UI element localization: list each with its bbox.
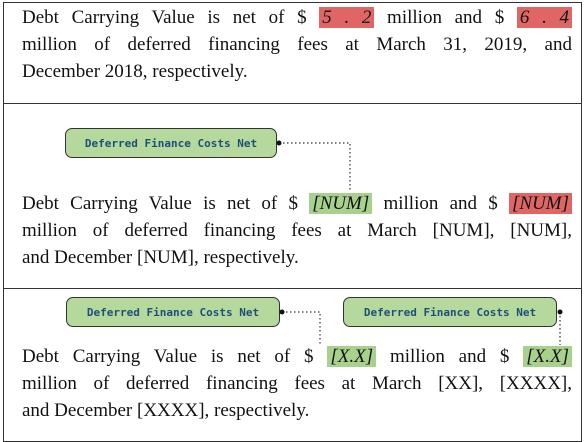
text: Debt Carrying Value is net of $: [22, 346, 328, 367]
label-box: Deferred Finance Costs Net: [343, 297, 557, 327]
text-line: December 2018, respectively.: [22, 61, 248, 82]
text-line: Debt Carrying Value is net of $ [X.X] mi…: [22, 343, 572, 370]
text: Debt Carrying Value is net of $: [22, 7, 320, 28]
connector-dot: [276, 140, 282, 146]
text: Debt Carrying Value is net of $: [22, 193, 310, 214]
highlight: 5 . 2: [319, 7, 375, 28]
highlight: [NUM]: [309, 193, 373, 214]
separator: [3, 103, 582, 104]
text: million and $: [376, 346, 524, 367]
connectors: [276, 140, 563, 345]
text-line: Debt Carrying Value is net of $ 5 . 2 mi…: [22, 4, 572, 31]
text-line: million of deferred financing fees at Ma…: [22, 220, 572, 241]
text: million and $: [374, 7, 517, 28]
connector-dot: [557, 309, 563, 315]
connector: [279, 142, 351, 192]
connector: [282, 311, 321, 345]
separator: [3, 288, 582, 289]
highlight: [X.X]: [327, 346, 377, 367]
label-box: Deferred Finance Costs Net: [65, 128, 277, 158]
text-line: and December [NUM], respectively.: [22, 247, 299, 268]
connector-dot: [279, 309, 285, 315]
text-line: Debt Carrying Value is net of $ [NUM] mi…: [22, 190, 572, 217]
text-line: and December [XXXX], respectively.: [22, 400, 310, 421]
label-box: Deferred Finance Costs Net: [66, 297, 280, 327]
highlight: [X.X]: [523, 346, 572, 367]
highlight: [NUM]: [508, 193, 572, 214]
highlight: 6 . 4: [516, 7, 572, 28]
page: {"blocks": [ {"lines": [["Debt Carrying …: [3, 2, 582, 442]
text-line: million of deferred financing fees at Ma…: [22, 34, 572, 55]
text: million and $: [372, 193, 509, 214]
text-line: million of deferred financing fees at Ma…: [22, 373, 572, 394]
